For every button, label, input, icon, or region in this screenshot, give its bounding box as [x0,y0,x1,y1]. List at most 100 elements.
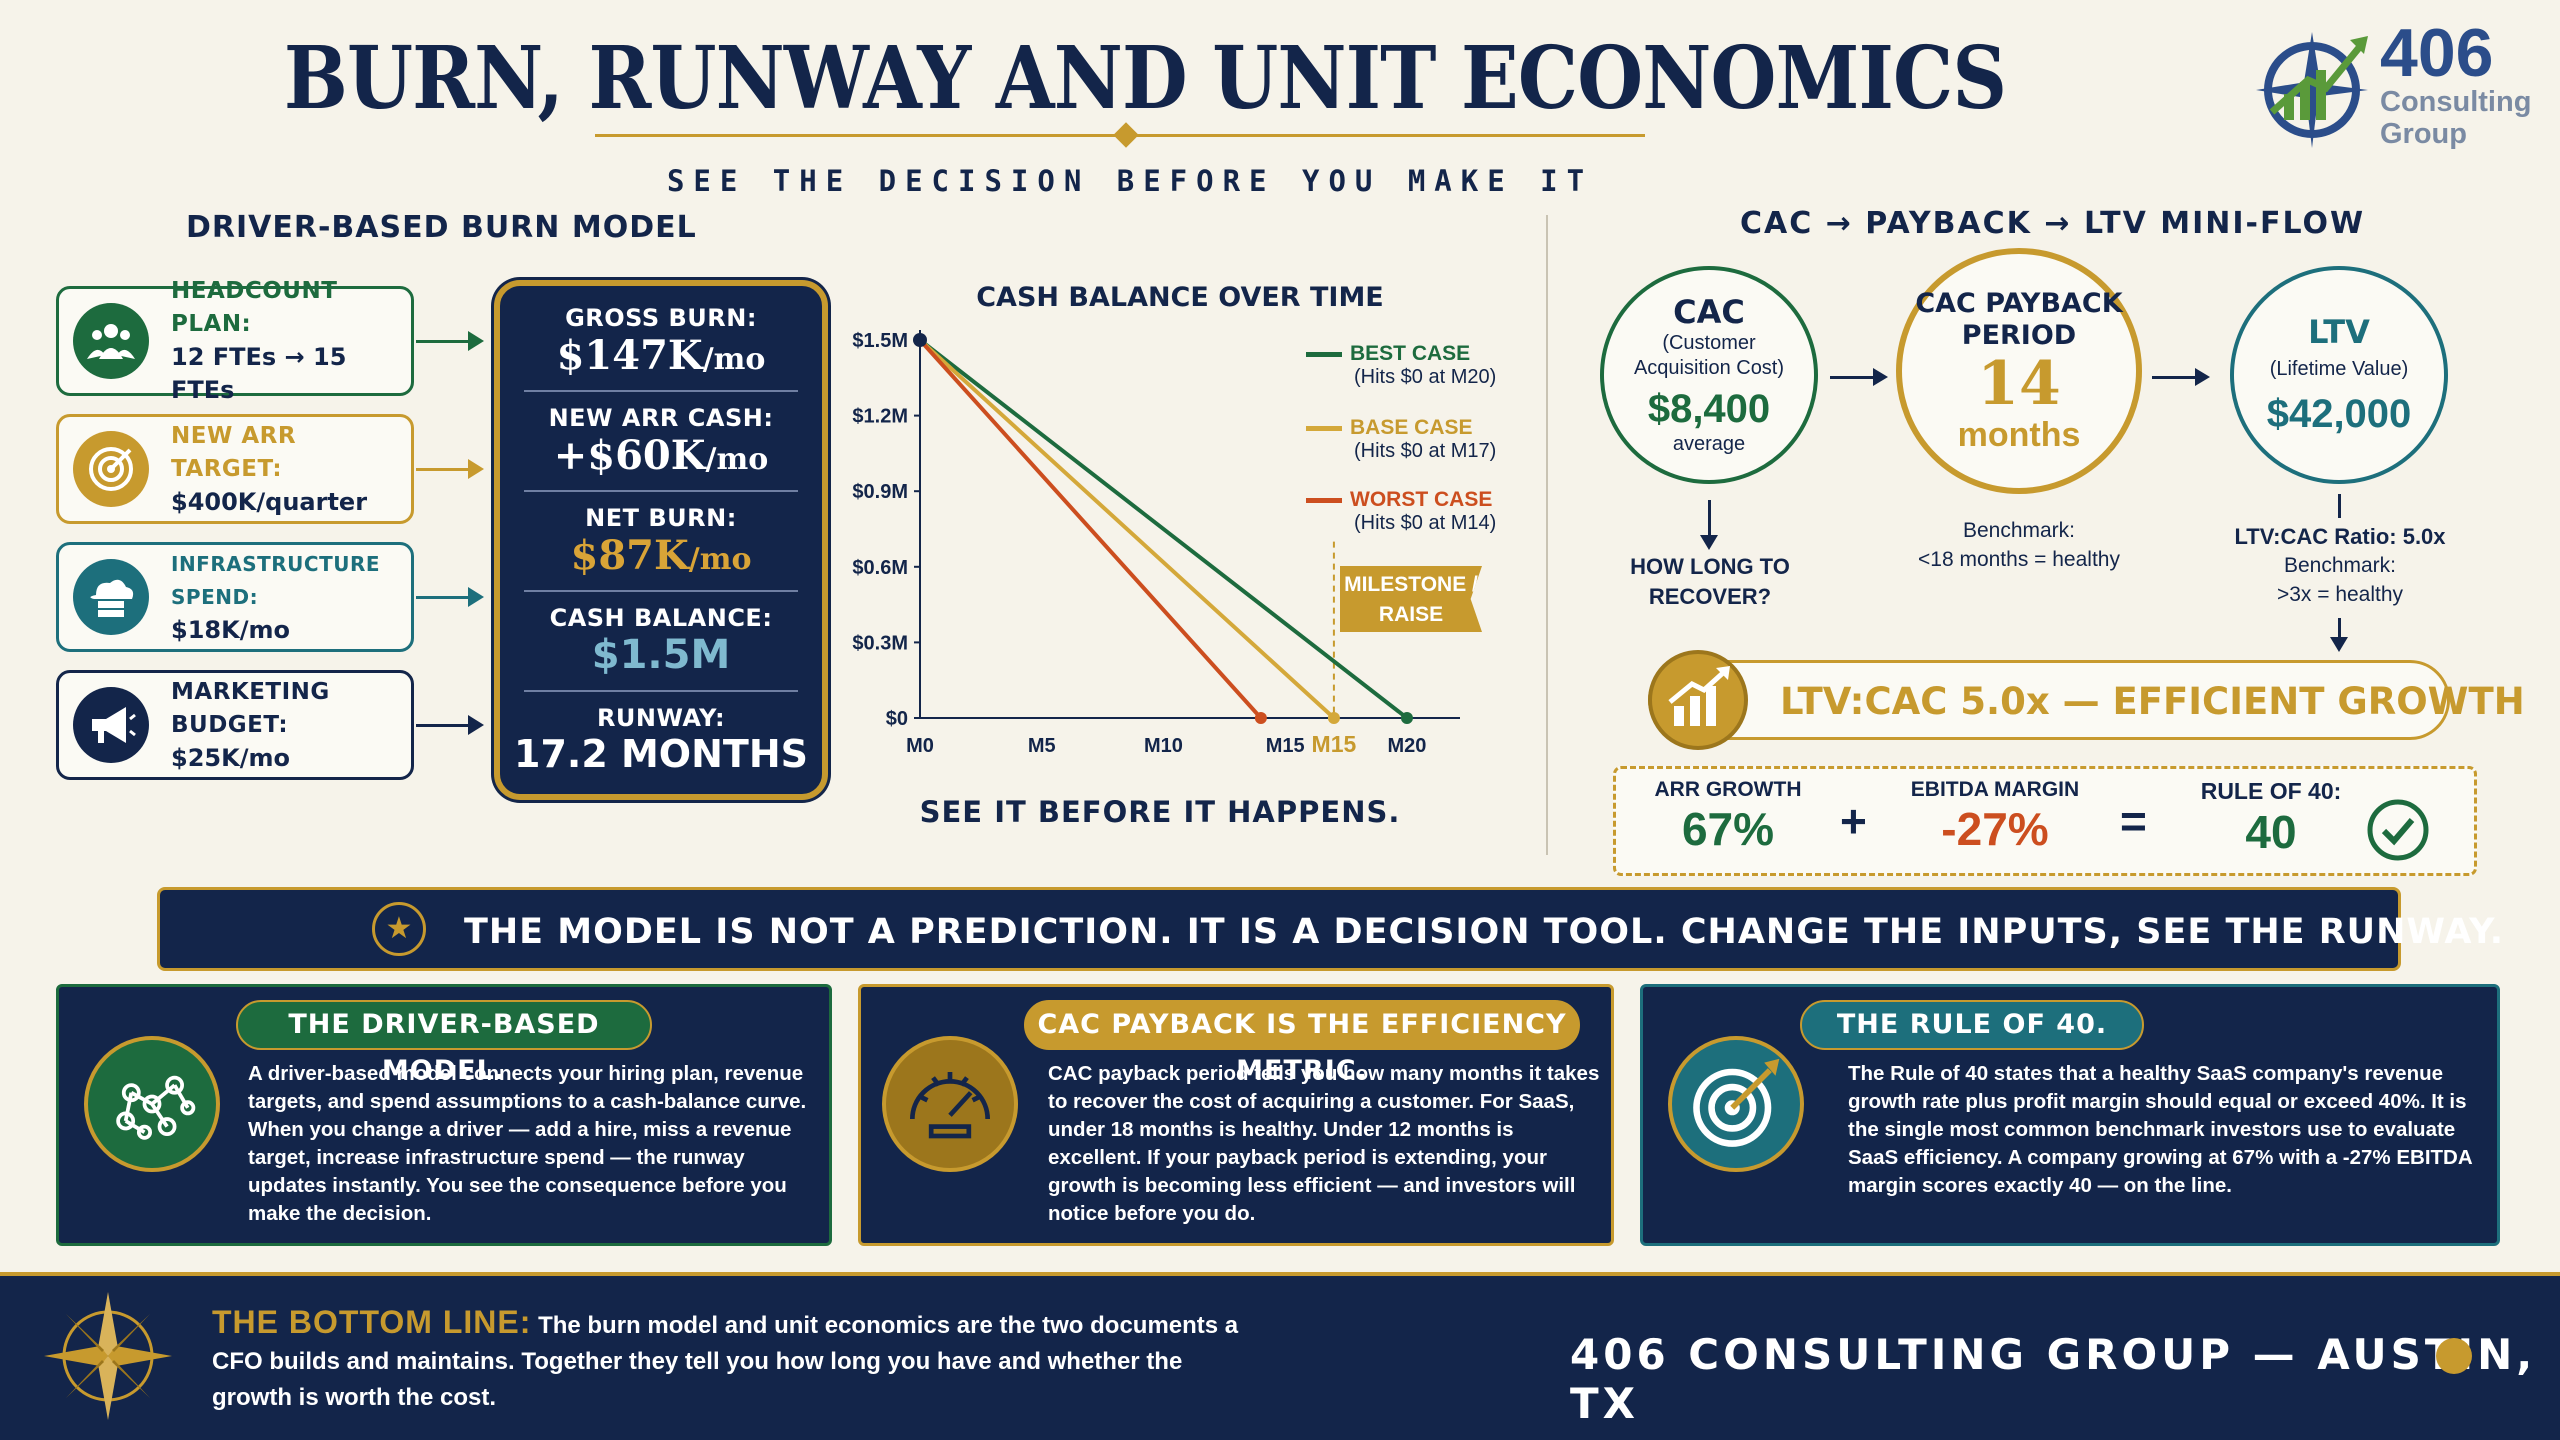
arrow-right-icon [416,459,484,479]
gross-burn-value: $147K/mo [556,332,766,379]
payback-value: 14 [1977,348,2061,419]
footer-brand: 406 CONSULTING GROUP — AUSTIN, TX [1570,1330,2537,1428]
logo-subtitle: Consulting Group [2380,86,2531,150]
megaphone-icon [73,687,149,763]
ltv-sub: (Lifetime Value) [2269,358,2409,380]
cac-head: CAC [1673,293,1745,331]
x-tick-label: M15 [1266,735,1305,757]
driver-card-arr: NEW ARR TARGET: $400K/quarter [56,414,414,524]
page-subtitle: SEE THE DECISION BEFORE YOU MAKE IT [666,164,1594,198]
bullseye-icon [1668,1036,1804,1172]
arrow-down-icon [1700,500,1718,550]
legend-base: BASE CASE (Hits $0 at M17) [1306,416,1496,463]
legend-worst: WORST CASE (Hits $0 at M14) [1306,488,1496,535]
legend-note: (Hits $0 at M14) [1354,512,1497,534]
net-burn-label: NET BURN: [585,504,737,532]
card-body: The Rule of 40 states that a healthy Saa… [1848,1062,2472,1197]
legend-best: BEST CASE (Hits $0 at M20) [1306,342,1496,389]
ltv-notes: LTV:CAC Ratio: 5.0x Benchmark: >3x = hea… [2234,524,2446,606]
y-tick-label: $0 [886,708,908,730]
payback-head-2: PERIOD [1961,319,2077,351]
rule-of-40-box [1613,766,2477,876]
driver-label: NEW ARR TARGET: [171,422,297,482]
people-icon [73,303,149,379]
rule-of-40-score: RULE OF 40: 40 [2186,778,2356,859]
logo-compass-icon [2256,32,2368,148]
driver-value: $25K/mo [171,743,290,772]
footer-bar [0,1272,2560,1440]
legend-note: (Hits $0 at M17) [1354,440,1497,462]
cac-sub-1: (Customer [1662,332,1756,354]
series-end-point [1254,712,1267,724]
footer-dot [2436,1338,2472,1374]
card-body: CAC payback period tells you how many mo… [1048,1062,1600,1225]
efficiency-text: LTV:CAC 5.0x — EFFICIENT GROWTH [1780,680,2525,723]
series-end-point [1400,712,1413,724]
x-tick-label: M0 [906,735,934,757]
arrow-right-icon [416,587,484,607]
card-title: THE DRIVER-BASED MODEL. [236,1000,652,1086]
new-arr-label: NEW ARR CASH: [548,404,774,432]
chart-title: CASH BALANCE OVER TIME [976,282,1384,313]
arrow-right-icon [416,331,484,351]
ltv-circle: LTV (Lifetime Value) $42,000 [2230,266,2448,484]
legend-note: (Hits $0 at M20) [1354,366,1497,388]
runway-label: RUNWAY: [596,704,726,732]
driver-value: 12 FTEs → 15 FTEs [171,343,347,404]
plus-sign: + [1840,795,1867,847]
ebitda-value: -27% [1941,803,2049,855]
driver-card-infrastructure: INFRASTRUCTURE SPEND: $18K/mo [56,542,414,652]
logo-line-2: Group [2380,118,2467,150]
x-tick-label: M5 [1028,735,1056,757]
y-tick-label: $1.2M [852,406,908,428]
y-tick-label: $1.5M [852,330,908,352]
section-divider [1546,215,1548,855]
cash-balance-value: $1.5M [591,632,731,678]
arr-growth-label: ARR GROWTH [1654,778,1802,801]
page-title: BURN, RUNWAY AND UNIT ECONOMICS [283,28,2007,129]
chart-caption: SEE IT BEFORE IT HAPPENS. [919,795,1401,829]
arr-growth-value: 67% [1681,803,1775,855]
bottom-line-body: The burn model and unit economics are th… [212,1312,1239,1411]
arrow-right-icon [416,715,484,735]
logo-number: 406 [2380,15,2494,91]
card-title: CAC PAYBACK IS THE EFFICIENCY METRIC. [1024,1000,1580,1086]
cac-question: HOW LONG TO RECOVER? [1630,554,1790,609]
ltv-connector [2338,494,2341,518]
driver-label: INFRASTRUCTURE SPEND: [171,551,381,609]
milestone-raise-flag: MILESTONE / RAISE [1340,566,1482,632]
legend-label: BASE CASE [1350,416,1473,439]
rule-of-40-label: RULE OF 40: [2200,778,2342,804]
net-burn-value: $87K/mo [570,532,752,579]
payback-head-1: CAC PAYBACK [1915,287,2123,319]
legend-swatch [1306,351,1342,357]
cloud-server-icon [73,559,149,635]
payback-unit: months [1957,415,2081,454]
cac-foot: average [1672,433,1746,455]
legend-swatch [1306,425,1342,431]
checkmark-icon [2367,799,2429,861]
cash-balance-chart: $0 $0.3M $0.6M $0.9M $1.2M $1.5M M0 M5 M10 M15 M15… [852,330,1460,757]
bottom-line-label: THE BOTTOM LINE: [212,1304,532,1340]
ltv-value: $42,000 [2266,392,2412,436]
driver-label: HEADCOUNT PLAN: [171,278,338,337]
cac-sub-2: Acquisition Cost) [1633,357,1785,379]
driver-card-marketing: MARKETING BUDGET: $25K/mo [56,670,414,780]
key-message-banner [157,887,2401,971]
cash-balance-label: CASH BALANCE: [549,604,773,632]
equals-sign: = [2120,795,2147,847]
gross-burn-label: GROSS BURN: [565,304,757,332]
y-tick-label: $0.3M [852,632,908,654]
arr-growth: ARR GROWTH 67% [1648,778,1808,856]
ltv-head: LTV [2308,313,2370,351]
legend-swatch [1306,497,1342,503]
new-arr-value: +$60K/mo [553,432,769,479]
rule-of-40-value: 40 [2245,806,2297,858]
x-tick-label: M20 [1388,735,1427,757]
ebitda-label: EBITDA MARGIN [1910,778,2080,801]
x-tick-label: M10 [1144,735,1183,757]
burn-summary-panel: GROSS BURN: $147K/mo NEW ARR CASH: +$60K… [494,280,828,800]
arrow-right-icon [1830,368,1888,386]
payback-benchmark: Benchmark: <18 months = healthy [1918,519,2120,571]
driver-section-title: DRIVER-BASED BURN MODEL [186,210,697,245]
